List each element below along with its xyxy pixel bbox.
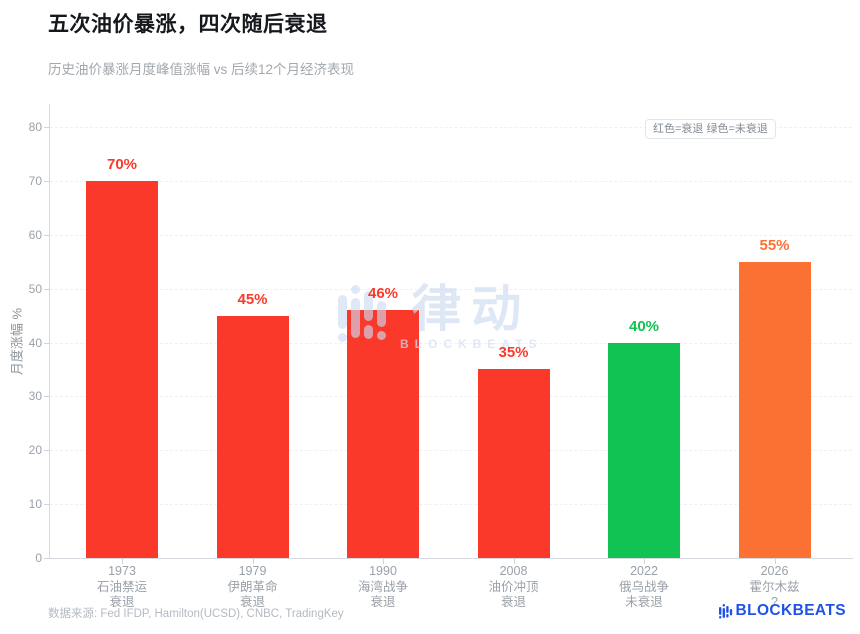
x-axis-label-line: 衰退 (370, 595, 396, 609)
y-tick-label: 30 (28, 389, 42, 404)
bar-2026 (738, 261, 811, 558)
x-axis-label-line: 2008 (499, 564, 528, 578)
gridline (50, 288, 852, 290)
legend-note: 红色=衰退 绿色=未衰退 (645, 119, 776, 139)
y-axis-line (49, 104, 50, 558)
x-axis-label-line: 衰退 (500, 595, 526, 609)
x-axis-label: 2026 霍尔木兹? (710, 564, 840, 611)
blockbeats-logo-icon (718, 603, 732, 619)
bar-value-label: 70% (106, 155, 138, 173)
y-axis-tick (44, 127, 49, 128)
x-axis-label-line: 1990 (369, 564, 397, 578)
gridline (50, 450, 852, 452)
x-axis-label-line: 2026 (760, 564, 789, 578)
y-axis-tick (44, 234, 49, 236)
x-axis-tick (644, 559, 645, 564)
x-axis-label: 1973 石油禁运 衰退 (57, 564, 187, 611)
x-axis-tick (383, 559, 384, 564)
x-axis-tick (122, 559, 123, 564)
chart-title: 五次油价暴涨，四次随后衰退 (48, 13, 328, 36)
y-axis-tick (44, 450, 49, 452)
y-tick-label: 60 (28, 227, 42, 242)
x-axis-label-line: ? (771, 595, 778, 609)
y-axis-tick (44, 558, 49, 559)
y-tick-label: 50 (28, 281, 42, 296)
y-axis-tick (44, 396, 49, 398)
bar-2008 (477, 369, 550, 558)
y-tick-label: 40 (28, 335, 42, 350)
bar-value-label: 35% (498, 344, 529, 362)
y-tick-label: 10 (28, 497, 42, 512)
x-axis-label-line: 1979 (238, 564, 267, 578)
y-tick-label: 0 (35, 551, 42, 565)
x-axis-label: 2008 油价冲顶 衰退 (449, 564, 579, 611)
blockbeats-logo: BLOCKBEATS (718, 602, 847, 620)
y-axis-tick (44, 504, 49, 506)
gridline (50, 504, 852, 506)
bar-value-label: 40% (628, 317, 660, 335)
gridline (50, 342, 852, 344)
x-axis-label: 1979 伊朗革命 衰退 (188, 564, 318, 611)
data-source: 数据来源: Fed IFDP, Hamilton(UCSD), CNBC, Tr… (48, 608, 344, 620)
x-axis-label-line: 衰退 (109, 595, 135, 609)
bar-value-label: 55% (759, 236, 790, 254)
bar-1973 (86, 180, 158, 558)
x-axis-label-line: 海湾战争 (357, 579, 408, 594)
y-tick-label: 80 (28, 120, 42, 134)
chart-subtitle: 历史油价暴涨月度峰值涨幅 vs 后续12个月经济表现 (48, 62, 355, 77)
x-axis-label-line: 石油禁运 (96, 579, 147, 594)
bar-2022 (608, 342, 680, 558)
blockbeats-logo-text: BLOCKBEATS (735, 602, 846, 619)
y-tick-label: 70 (28, 173, 42, 188)
gridline (50, 396, 852, 398)
bar-1979 (216, 315, 289, 558)
x-axis-tick (252, 559, 254, 564)
bar-value-label: 46% (367, 285, 399, 303)
bar-1990 (347, 310, 419, 558)
bar-value-label: 45% (237, 290, 268, 308)
x-axis-label-line: 霍尔木兹 (749, 579, 800, 594)
x-axis-label-line: 2022 (630, 564, 658, 578)
gridline (50, 180, 852, 182)
y-tick-label: 20 (28, 443, 42, 458)
x-axis-label-line: 未衰退 (625, 595, 663, 609)
x-axis-tick (513, 559, 515, 564)
gridline (50, 234, 852, 236)
x-axis-label: 2022 俄乌战争 未衰退 (579, 564, 709, 611)
x-axis-label-line: 油价冲顶 (488, 579, 539, 594)
gridline (50, 127, 852, 128)
y-axis-tick (44, 180, 49, 182)
x-axis-tick (774, 559, 776, 564)
x-axis-label-line: 伊朗革命 (227, 579, 278, 594)
x-axis-label-line: 俄乌战争 (618, 579, 669, 594)
y-axis-tick (44, 342, 49, 344)
x-axis-label: 1990 海湾战争 衰退 (318, 564, 448, 611)
x-axis-label-line: 1973 (108, 564, 136, 578)
x-axis-label-line: 衰退 (239, 595, 265, 609)
y-axis-tick (44, 288, 49, 290)
x-axis-line (49, 558, 853, 559)
